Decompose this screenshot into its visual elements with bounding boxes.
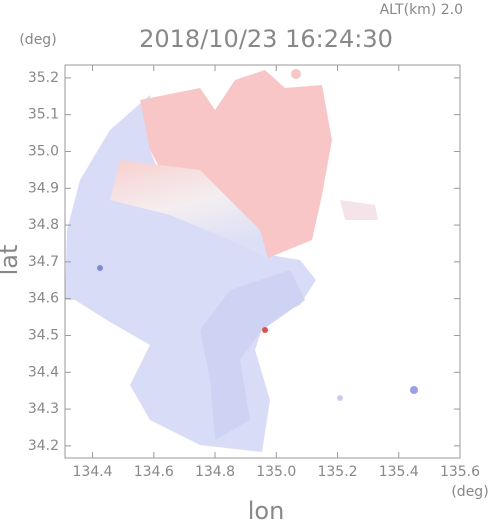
velocity-field xyxy=(65,69,418,452)
echo-patch xyxy=(291,69,301,79)
y-tick-label: 34.3 xyxy=(28,401,59,417)
y-unit: (deg) xyxy=(19,32,56,48)
x-tick-label: 135.6 xyxy=(440,464,480,480)
y-tick-label: 34.8 xyxy=(28,217,59,233)
x-tick-label: 135.4 xyxy=(379,464,419,480)
approaching-core xyxy=(200,270,305,440)
echo-patch xyxy=(262,327,268,333)
echo-patch xyxy=(410,386,418,394)
chart-subtitle: ALT(km) 2.0 xyxy=(380,2,463,18)
x-tick-label: 135.0 xyxy=(256,464,296,480)
x-unit: (deg) xyxy=(451,484,488,500)
y-tick-label: 35.1 xyxy=(28,107,59,123)
echo-patch xyxy=(337,395,343,401)
x-tick-label: 135.2 xyxy=(317,464,357,480)
transition-region xyxy=(110,160,268,258)
y-tick-label: 34.5 xyxy=(28,327,59,343)
y-axis-label: lat xyxy=(0,245,23,276)
y-tick-label: 34.9 xyxy=(28,180,59,196)
receding-region xyxy=(140,70,332,258)
x-tick-label: 134.4 xyxy=(73,464,113,480)
y-tick-label: 34.6 xyxy=(28,291,59,307)
echo-patch xyxy=(97,265,103,271)
y-tick-label: 35.2 xyxy=(28,70,59,86)
x-axis-label: lon xyxy=(248,497,285,521)
y-tick-label: 35.0 xyxy=(28,143,59,159)
echo-patch xyxy=(340,200,378,220)
y-tick-label: 34.2 xyxy=(28,438,59,454)
x-tick-label: 134.6 xyxy=(134,464,174,480)
chart-title: 2018/10/23 16:24:30 xyxy=(139,25,393,53)
x-tick-label: 134.8 xyxy=(195,464,235,480)
y-tick-label: 34.4 xyxy=(28,364,59,380)
y-tick-label: 34.7 xyxy=(28,254,59,270)
